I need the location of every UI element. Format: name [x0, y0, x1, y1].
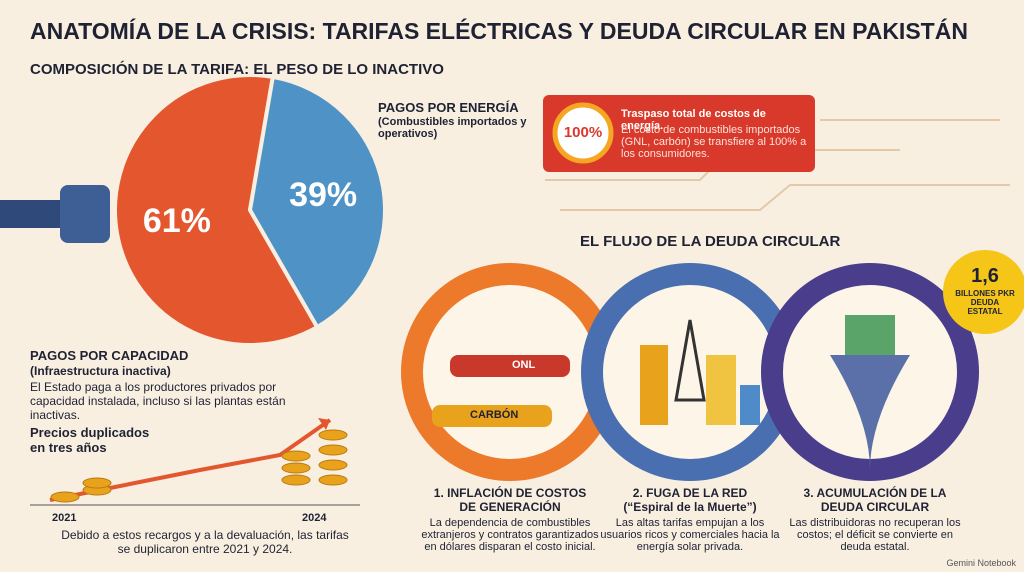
debt-text: BILLONES PKR DEUDA ESTATAL — [955, 289, 1015, 316]
step-title: 3. ACUMULACIÓN DE LA DEUDA CIRCULAR — [803, 486, 947, 514]
footer: Gemini Notebook — [946, 558, 1016, 568]
step-text: Las altas tarifas empujan a los usuarios… — [600, 517, 780, 553]
pie: 61% 39% — [113, 73, 387, 347]
ship — [450, 355, 570, 377]
capacity-subtitle: (Infraestructura inactiva) — [30, 364, 171, 378]
tariff-heading: COMPOSICIÓN DE LA TARIFA: EL PESO DE LO … — [30, 61, 444, 78]
ship — [432, 405, 552, 427]
tornado — [830, 355, 910, 470]
debt-amount: 1,6 — [971, 265, 999, 287]
step-text: La dependencia de combustibles extranjer… — [421, 517, 599, 553]
title: ANATOMÍA DE LA CRISIS: TARIFAS ELÉCTRICA… — [30, 18, 968, 44]
flow-heading: EL FLUJO DE LA DEUDA CIRCULAR — [580, 233, 841, 250]
capacity-title: PAGOS POR CAPACIDAD — [30, 348, 189, 363]
plug — [60, 185, 110, 243]
slice-label: 61% — [143, 202, 211, 240]
callout-title: Traspaso total de costos de energía. — [621, 108, 766, 132]
slice-label: 39% — [289, 176, 357, 214]
callout-badge — [552, 102, 614, 164]
debt-badge — [943, 250, 1024, 334]
callout-box — [543, 95, 815, 172]
year-end: 2024 — [302, 512, 327, 524]
prices-title: Precios duplicados en tres años — [30, 425, 150, 455]
year-start: 2021 — [52, 512, 77, 524]
energy-subtitle: (Combustibles importados y operativos) — [378, 116, 527, 140]
energy-title: PAGOS POR ENERGÍA — [378, 100, 519, 115]
pie-slice — [113, 73, 320, 347]
ship-label: ONL — [512, 359, 536, 371]
capacity-text: El Estado paga a los productores privado… — [30, 380, 286, 422]
arrow-head — [318, 418, 330, 430]
step-title: 1. INFLACIÓN DE COSTOS DE GENERACIÓN — [433, 486, 587, 514]
step-title: 2. FUGA DE LA RED (“Espiral de la Muerte… — [623, 486, 757, 514]
plug-cable — [0, 200, 70, 228]
price-arrow — [49, 418, 332, 502]
callout-badge-text: 100% — [563, 124, 603, 141]
step-ring — [581, 263, 799, 481]
step-text: Las distribuidoras no recuperan los cost… — [789, 517, 961, 553]
pie-slice — [247, 74, 387, 330]
prices-text: Debido a estos recargos y a la devaluaci… — [61, 528, 349, 556]
callout-text: El costo de combustibles importados (GNL… — [621, 124, 807, 160]
ship-label: CARBÓN — [470, 409, 519, 421]
